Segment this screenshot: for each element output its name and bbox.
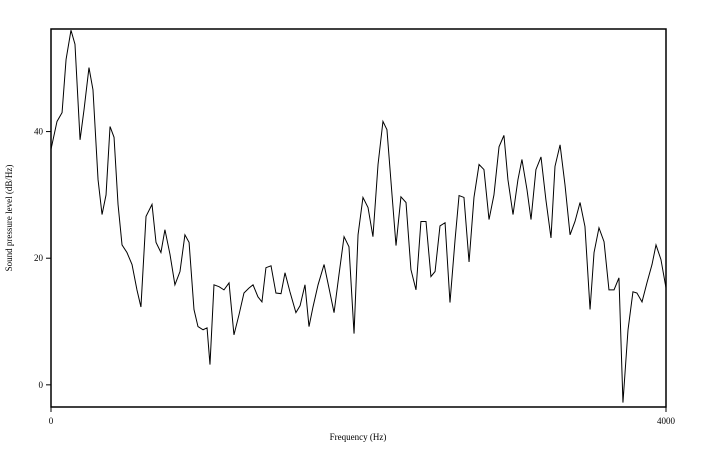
x-tick-label: 4000	[657, 416, 676, 426]
y-axis-label: Sound pressure level (dB/Hz)	[4, 165, 14, 272]
x-axis-label: Frequency (Hz)	[330, 432, 387, 442]
y-tick-label: 40	[34, 127, 44, 137]
y-tick-label: 20	[34, 253, 44, 263]
y-tick-label: 0	[39, 380, 44, 390]
spectrum-line	[50, 30, 667, 403]
x-tick-label: 0	[49, 416, 54, 426]
plot-frame	[50, 28, 667, 408]
